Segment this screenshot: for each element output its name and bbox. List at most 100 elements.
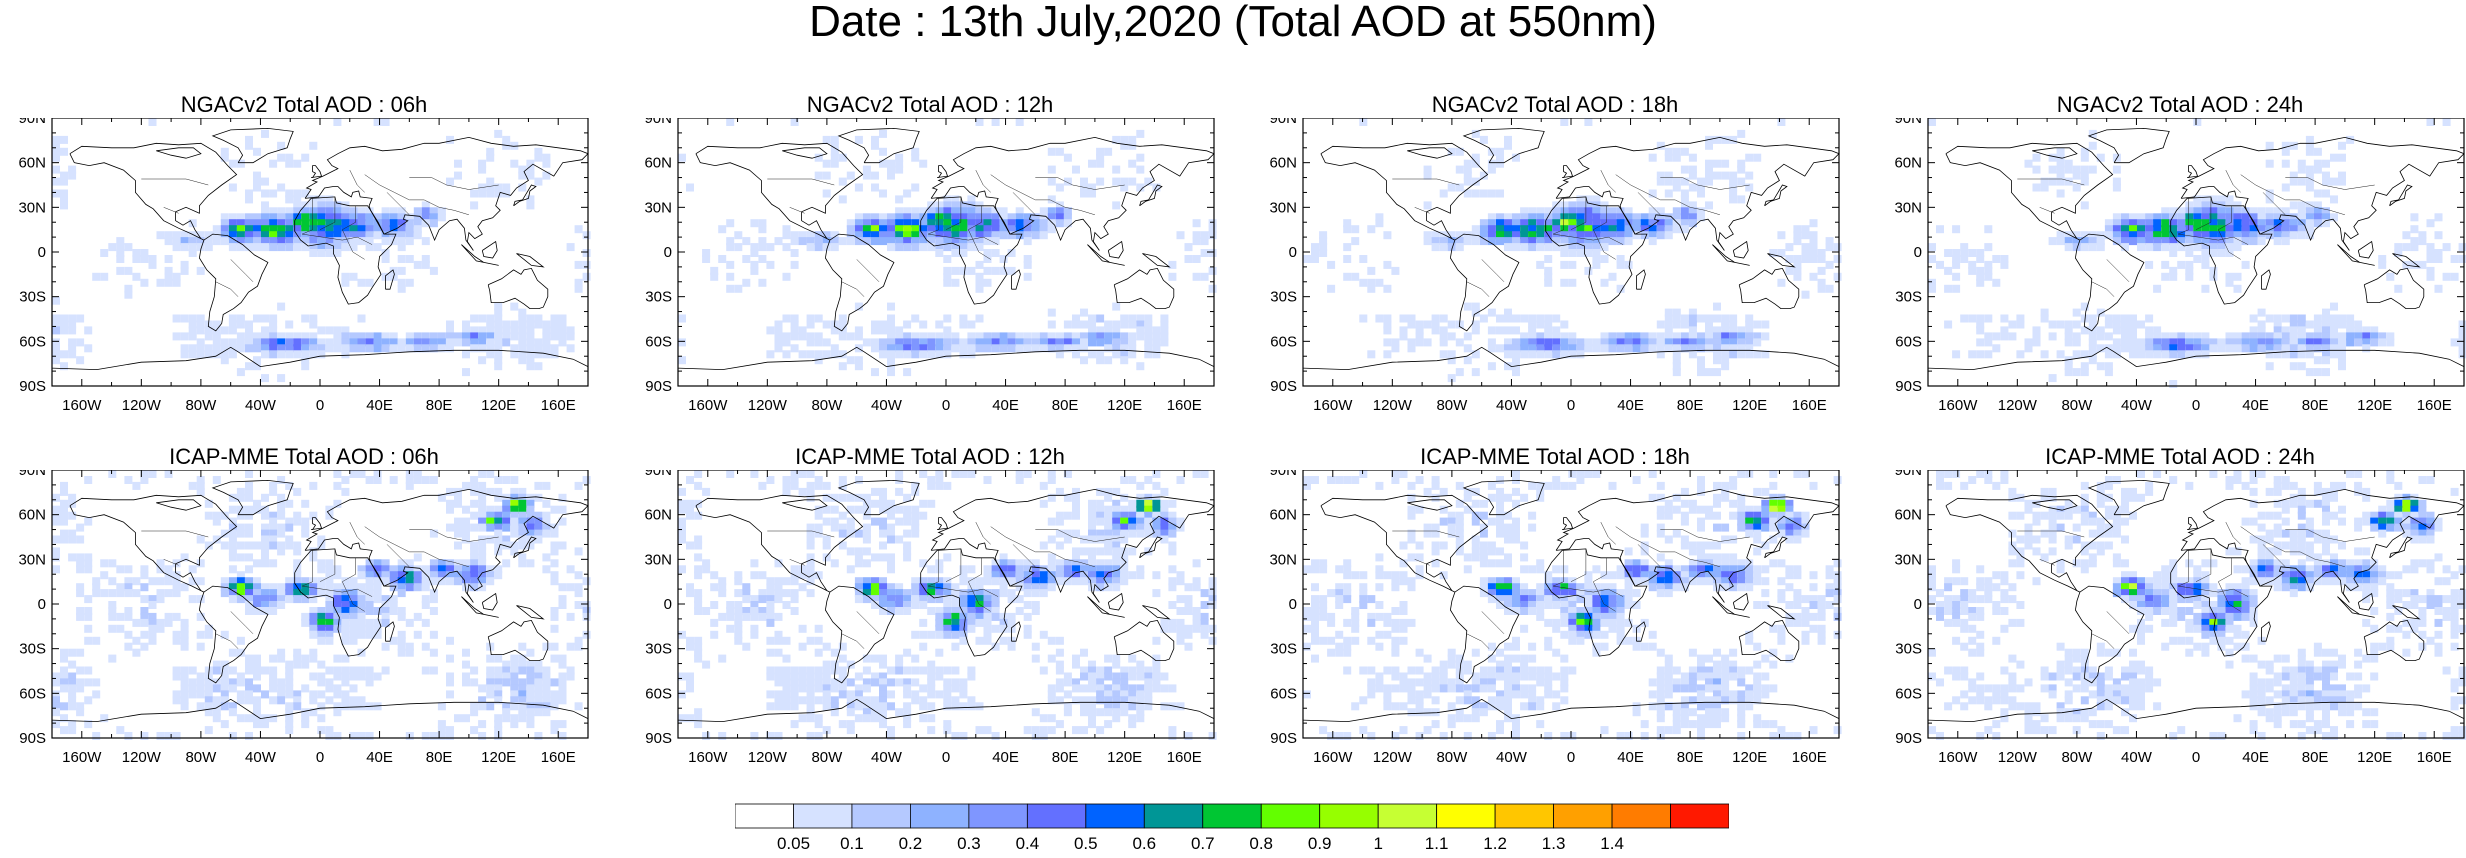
colorbar-label: 0.3 [957,834,981,853]
lat-tick-label: 90N [1894,470,1922,479]
lon-tick-label: 120W [748,397,788,414]
lat-tick-label: 90N [1894,118,1922,127]
lat-tick-label: 30S [645,289,672,306]
panel-title: NGACv2 Total AOD : 06h [4,90,604,120]
lon-tick-label: 0 [942,397,950,414]
panel-title: ICAP-MME Total AOD : 12h [630,442,1230,472]
lat-tick-label: 90S [19,730,46,747]
colorbar-label: 1.1 [1425,834,1449,853]
colorbar-swatch [1320,804,1378,828]
lon-tick-label: 120E [1732,397,1767,414]
lat-tick-label: 60N [644,155,672,172]
lat-tick-label: 30S [1895,289,1922,306]
colorbar-swatch [1086,804,1144,828]
lat-tick-label: 60S [645,685,672,702]
lon-tick-label: 80E [1677,397,1704,414]
colorbar-swatch [1554,804,1612,828]
lon-tick-label: 40W [2121,749,2153,766]
panel-title: ICAP-MME Total AOD : 24h [1880,442,2466,472]
lat-tick-label: 0 [664,244,672,261]
lat-tick-label: 30N [644,551,672,568]
lat-tick-label: 90S [1270,378,1297,395]
lon-tick-label: 0 [1567,749,1575,766]
lat-tick-label: 60N [644,507,672,524]
lon-tick-label: 120E [1732,749,1767,766]
lon-tick-label: 120E [481,749,516,766]
colorbar-label: 0.5 [1074,834,1098,853]
lat-tick-label: 0 [1289,244,1297,261]
lon-tick-label: 40W [871,397,903,414]
lon-tick-label: 40W [245,749,277,766]
panel-title: NGACv2 Total AOD : 24h [1880,90,2466,120]
lon-tick-label: 40E [366,397,393,414]
colorbar-swatch [1203,804,1261,828]
aod-field [678,470,1217,740]
lat-tick-label: 90S [1895,730,1922,747]
lat-tick-label: 30S [1270,641,1297,658]
lon-tick-label: 120W [122,397,162,414]
lon-tick-label: 160W [688,749,728,766]
lat-tick-label: 30N [1894,199,1922,216]
aod-field [678,118,1217,376]
figure-title: Date : 13th July,2020 (Total AOD at 550n… [0,0,2466,44]
lat-tick-label: 30N [18,551,46,568]
lon-tick-label: 160W [1313,397,1353,414]
lat-tick-label: 0 [38,596,46,613]
lat-tick-label: 30S [1270,289,1297,306]
lat-tick-label: 60S [1895,685,1922,702]
colorbar-label: 0.9 [1308,834,1332,853]
aod-field [1303,470,1842,740]
lon-tick-label: 80W [1436,397,1468,414]
lon-tick-label: 160E [541,749,576,766]
colorbar-swatch [793,804,851,828]
lon-tick-label: 40W [2121,397,2153,414]
lat-tick-label: 60N [1269,155,1297,172]
colorbar-swatch [735,804,793,828]
lat-tick-label: 60N [1894,155,1922,172]
lon-tick-label: 40W [245,397,277,414]
colorbar-label: 0.1 [840,834,864,853]
lat-tick-label: 60N [18,507,46,524]
lon-tick-label: 0 [316,397,324,414]
colorbar-label: 1.3 [1542,834,1566,853]
lat-tick-label: 0 [664,596,672,613]
colorbar-label: 1.4 [1600,834,1624,853]
lat-tick-label: 60S [1270,333,1297,350]
colorbar-swatch [1378,804,1436,828]
lon-tick-label: 120W [1998,397,2038,414]
lon-tick-label: 40E [2242,397,2269,414]
lat-tick-label: 30N [1894,551,1922,568]
lon-tick-label: 80W [2061,749,2093,766]
colorbar-label: 1 [1373,834,1382,853]
colorbar-label: 0.05 [777,834,810,853]
lat-tick-label: 0 [1914,244,1922,261]
lat-tick-label: 30S [645,641,672,658]
lon-tick-label: 120E [2357,749,2392,766]
lon-tick-label: 120E [481,397,516,414]
lon-tick-label: 160E [1167,749,1202,766]
lon-tick-label: 80E [1677,749,1704,766]
lat-tick-label: 90N [644,470,672,479]
lon-tick-label: 80W [811,397,843,414]
aod-field [52,118,591,382]
lon-tick-label: 0 [2192,749,2200,766]
lat-tick-label: 0 [38,244,46,261]
lon-tick-label: 40W [1496,749,1528,766]
lat-tick-label: 30N [18,199,46,216]
lon-tick-label: 80E [426,749,453,766]
lat-tick-label: 60S [1895,333,1922,350]
lon-tick-label: 160E [1792,397,1827,414]
colorbar-label: 0.8 [1249,834,1273,853]
lon-tick-label: 40E [992,749,1019,766]
lon-tick-label: 160W [62,749,102,766]
lon-tick-label: 40E [992,397,1019,414]
lat-tick-label: 60S [19,333,46,350]
